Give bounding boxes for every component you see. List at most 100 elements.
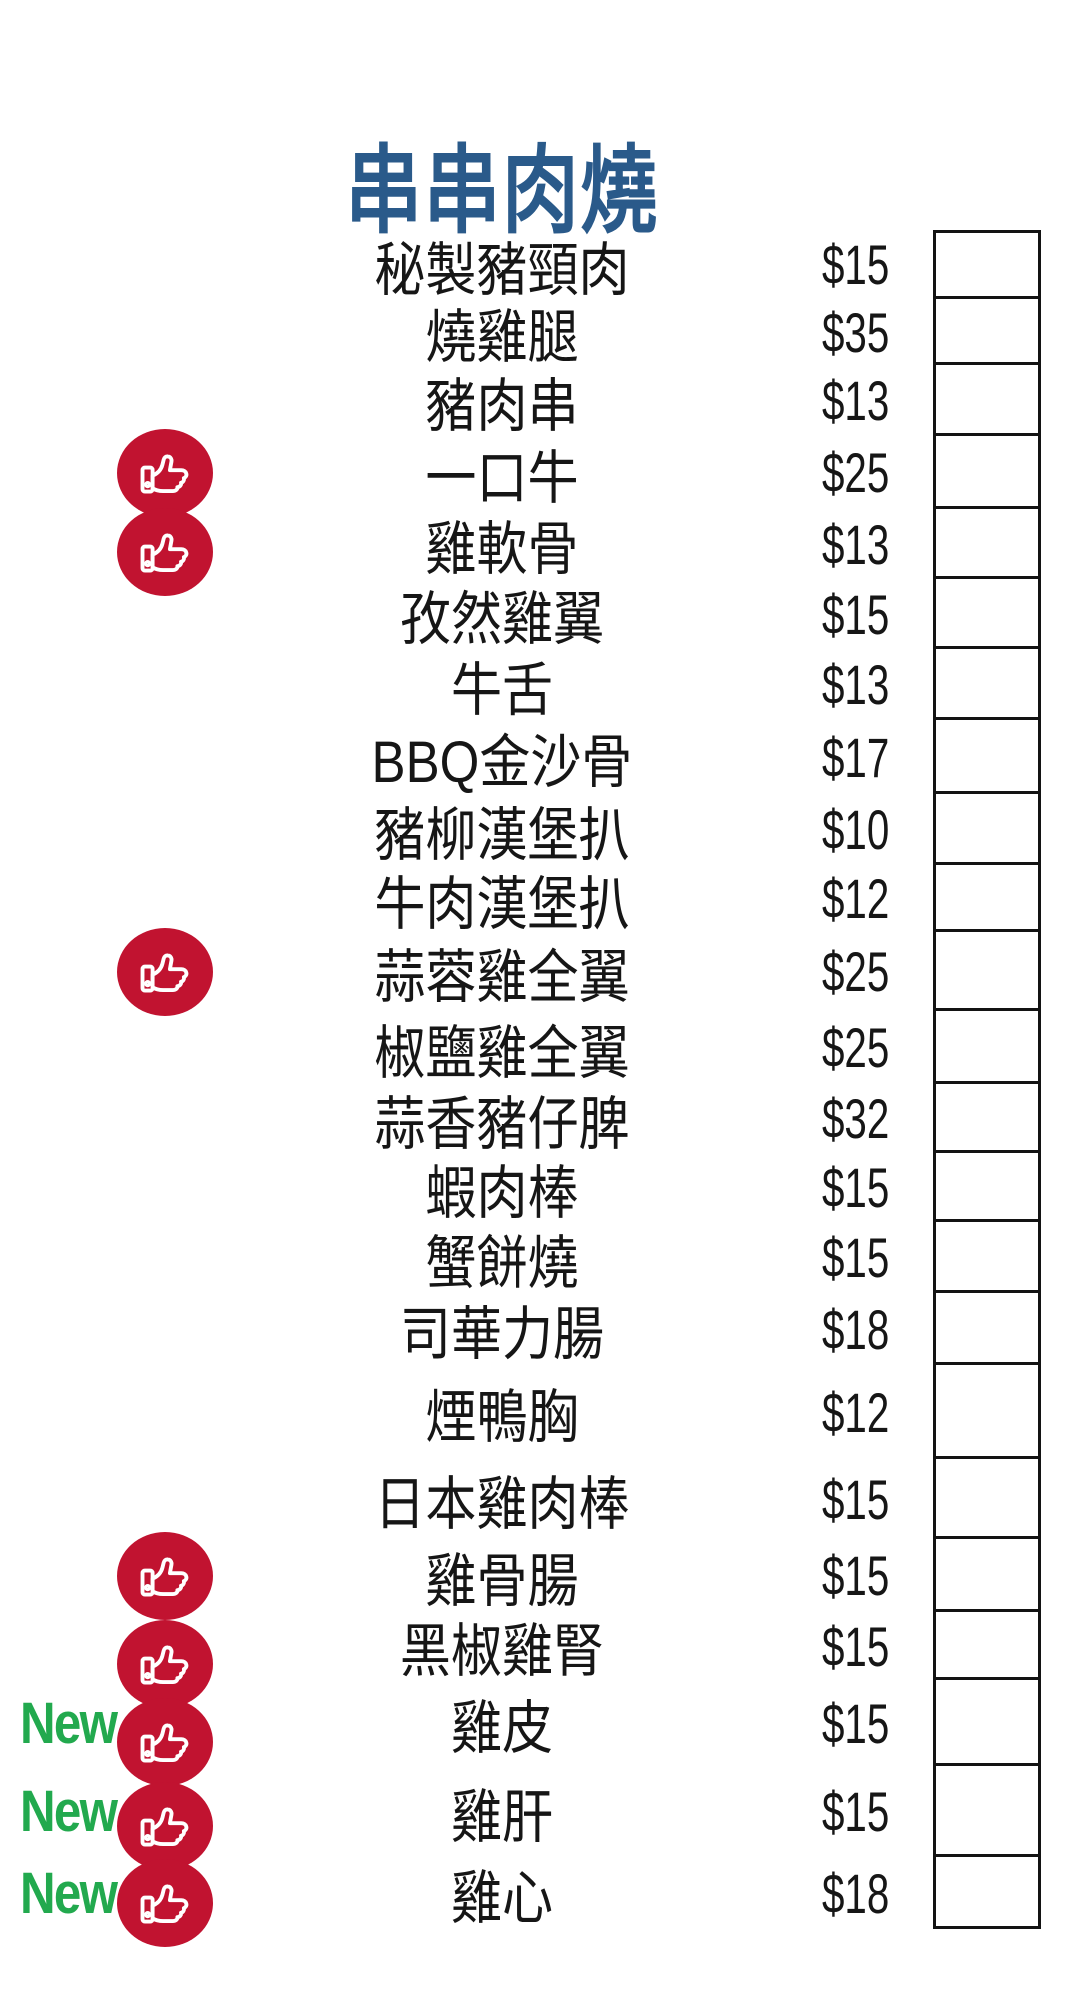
- item-name: 蝦肉棒: [425, 1160, 579, 1226]
- item-price: $15: [822, 1156, 890, 1219]
- item-name: 蒜香豬仔脾: [374, 1091, 630, 1157]
- thumbs-up-icon: [134, 442, 196, 504]
- order-checkbox[interactable]: [933, 1539, 1041, 1612]
- order-checkbox[interactable]: [933, 932, 1041, 1011]
- item-price: $25: [822, 1016, 890, 1079]
- item-name: 黑椒雞腎: [399, 1619, 605, 1684]
- item-price: $25: [822, 940, 890, 1003]
- menu-item-row: New 雞心 $18: [0, 1857, 1080, 1947]
- order-checkbox[interactable]: [933, 1766, 1041, 1857]
- menu-item-row: BBQ金沙骨 $17: [0, 720, 1080, 795]
- order-checkbox[interactable]: [933, 1222, 1041, 1293]
- item-price: $13: [822, 512, 890, 576]
- thumbs-up-badge: [117, 1859, 213, 1947]
- item-price: $15: [822, 582, 890, 646]
- order-checkbox[interactable]: [933, 865, 1041, 932]
- item-price: $12: [822, 1380, 890, 1444]
- item-name: 燒雞腿: [425, 305, 579, 370]
- menu-item-row: 豬肉串 $13: [0, 365, 1080, 439]
- item-price: $15: [822, 1467, 890, 1531]
- order-checkbox[interactable]: [933, 1680, 1041, 1766]
- menu-item-row: 牛舌 $13: [0, 649, 1080, 723]
- thumbs-up-badge: [117, 927, 213, 1016]
- item-name: 豬肉串: [425, 373, 579, 439]
- order-checkbox[interactable]: [933, 1153, 1041, 1222]
- thumbs-up-icon: [134, 521, 196, 583]
- order-checkbox[interactable]: [933, 1612, 1041, 1680]
- item-name: 雞心: [450, 1866, 554, 1931]
- thumbs-up-icon: [134, 1711, 196, 1773]
- order-checkbox[interactable]: [933, 1011, 1041, 1084]
- order-checkbox[interactable]: [933, 1857, 1041, 1929]
- item-name: 蟹餅燒: [425, 1230, 579, 1296]
- item-price: $25: [822, 441, 890, 504]
- order-checkbox[interactable]: [933, 579, 1041, 649]
- order-checkbox[interactable]: [933, 436, 1041, 509]
- item-name: 雞骨腸: [425, 1548, 579, 1614]
- thumbs-up-badge: [117, 1781, 213, 1870]
- item-price: $32: [822, 1087, 890, 1150]
- thumbs-up-icon: [134, 941, 196, 1003]
- thumbs-up-icon: [134, 1872, 196, 1934]
- thumbs-up-icon: [134, 1633, 196, 1695]
- menu-item-row: 蒜香豬仔脾 $32: [0, 1084, 1080, 1157]
- item-price: $15: [822, 233, 890, 296]
- order-checkbox[interactable]: [933, 794, 1041, 865]
- item-price: $18: [822, 1297, 890, 1361]
- item-name: 牛舌: [450, 657, 554, 723]
- thumbs-up-badge: [117, 1620, 213, 1708]
- order-checkbox[interactable]: [933, 299, 1041, 365]
- menu-item-row: 燒雞腿 $35: [0, 299, 1080, 370]
- order-checkbox[interactable]: [933, 365, 1041, 436]
- menu-item-row: 雞骨腸 $15: [0, 1531, 1080, 1620]
- menu-item-row: 日本雞肉棒 $15: [0, 1459, 1080, 1539]
- new-badge: New: [20, 1779, 118, 1844]
- item-price: $18: [822, 1861, 890, 1925]
- item-name: BBQ金沙骨: [371, 730, 633, 795]
- item-price: $15: [822, 1544, 890, 1607]
- item-price: $13: [822, 653, 890, 716]
- item-price: $13: [822, 369, 890, 432]
- item-price: $12: [822, 867, 890, 930]
- order-checkbox[interactable]: [933, 1459, 1041, 1539]
- item-name: 豬柳漢堡扒: [374, 802, 630, 868]
- item-name: 日本雞肉棒: [374, 1472, 630, 1537]
- item-name: 牛肉漢堡扒: [374, 871, 630, 937]
- menu-item-row: 一口牛 $25: [0, 428, 1080, 517]
- menu-item-row: 豬柳漢堡扒 $10: [0, 794, 1080, 868]
- order-checkbox[interactable]: [933, 509, 1041, 579]
- menu-item-row: 蟹餅燒 $15: [0, 1222, 1080, 1296]
- order-checkbox[interactable]: [933, 1365, 1041, 1459]
- item-name: 椒鹽雞全翼: [374, 1020, 630, 1086]
- order-checkbox[interactable]: [933, 230, 1041, 299]
- item-price: $10: [822, 798, 890, 861]
- thumbs-up-badge: [117, 428, 213, 517]
- item-price: $15: [822, 1226, 890, 1289]
- menu-item-row: New 雞肝 $15: [0, 1766, 1080, 1870]
- item-price: $35: [822, 300, 890, 364]
- thumbs-up-icon: [134, 1545, 196, 1607]
- item-price: $15: [822, 1614, 890, 1678]
- item-name: 一口牛: [425, 445, 579, 511]
- menu-item-row: 孜然雞翼 $15: [0, 579, 1080, 652]
- menu-item-row: 牛肉漢堡扒 $12: [0, 865, 1080, 937]
- thumbs-up-badge: [117, 1531, 213, 1620]
- menu-item-row: 煙鴨胸 $12: [0, 1365, 1080, 1459]
- menu-item-row: 蒜蓉雞全翼 $25: [0, 927, 1080, 1016]
- order-checkbox[interactable]: [933, 649, 1041, 720]
- item-name: 秘製豬頸肉: [374, 237, 630, 303]
- new-badge: New: [20, 1690, 118, 1756]
- item-price: $15: [822, 1691, 890, 1755]
- item-name: 司華力腸: [399, 1302, 605, 1367]
- order-checkbox[interactable]: [933, 720, 1041, 794]
- thumbs-up-icon: [134, 1795, 196, 1857]
- item-name: 雞皮: [450, 1696, 554, 1761]
- menu-item-row: 椒鹽雞全翼 $25: [0, 1011, 1080, 1086]
- item-price: $15: [822, 1780, 890, 1843]
- menu-item-row: New 雞皮 $15: [0, 1680, 1080, 1786]
- menu-item-row: 司華力腸 $18: [0, 1293, 1080, 1367]
- order-checkbox[interactable]: [933, 1293, 1041, 1365]
- thumbs-up-badge: [117, 1698, 213, 1786]
- order-checkbox[interactable]: [933, 1084, 1041, 1153]
